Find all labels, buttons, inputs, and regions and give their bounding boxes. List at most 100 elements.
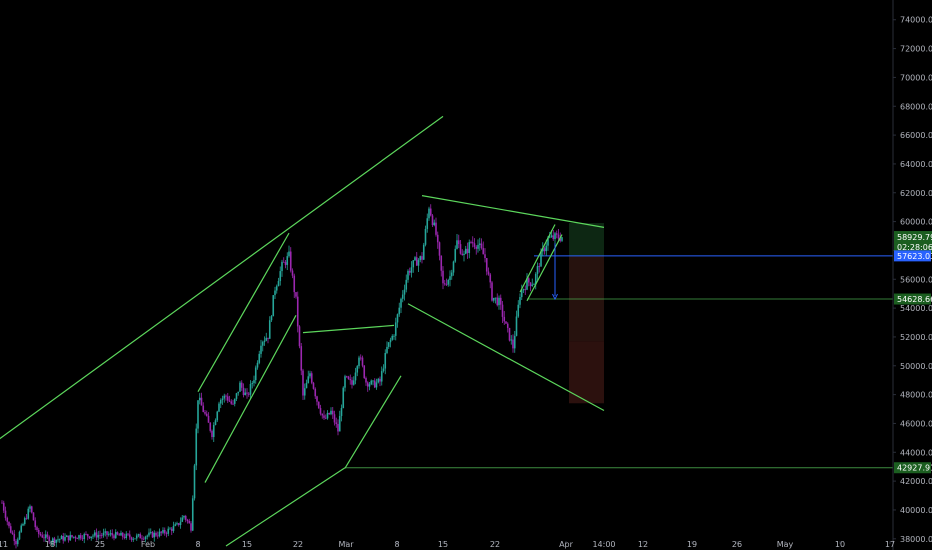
candle-body-42 (74, 536, 77, 539)
support-price-badge: 42927.91 (897, 464, 932, 473)
candle-body-233 (408, 270, 411, 273)
candle-body-12 (22, 524, 24, 526)
broadening-upper[interactable] (421, 195, 605, 228)
candle-body-31 (55, 539, 58, 543)
candle-body-186 (326, 412, 329, 419)
candle-body-25 (44, 534, 47, 539)
consolidation-upper[interactable] (302, 324, 395, 334)
candle-body-270 (473, 243, 476, 247)
candle-body-197 (345, 376, 348, 378)
candle-body-178 (312, 382, 315, 389)
rising-wedge-lower[interactable] (204, 315, 297, 483)
candle-body-122 (214, 420, 217, 425)
rising-wedge-upper[interactable] (197, 232, 290, 393)
candle-body-136 (239, 382, 241, 392)
candle-body-222 (389, 339, 392, 343)
candle-body-91 (160, 531, 163, 533)
candle-body-243 (426, 218, 429, 229)
candle-body-51 (90, 536, 93, 539)
candle-body-236 (414, 257, 416, 261)
candle-body-256 (449, 276, 451, 280)
candle-body-211 (370, 380, 373, 385)
candle-body-1 (2, 502, 5, 511)
candle-body-8 (15, 541, 17, 545)
candle-body-153 (268, 320, 271, 339)
candle-body-28 (50, 542, 52, 543)
candle-body-135 (237, 391, 240, 394)
candle-body-23 (41, 535, 44, 538)
candle-body-98 (172, 525, 175, 531)
loss-zone-lower[interactable] (569, 341, 604, 404)
candle-body-151 (265, 337, 268, 341)
horizontal-levels[interactable] (345, 255, 893, 469)
candle-body-74 (130, 537, 133, 540)
candle-body-99 (174, 524, 177, 526)
candle-body-85 (149, 531, 152, 533)
consolidation-lower[interactable] (344, 375, 402, 469)
candle-body-34 (60, 536, 63, 540)
candle-body-128 (225, 395, 227, 397)
candle-body-209 (366, 382, 369, 387)
candle-body-203 (356, 366, 359, 373)
candle-body-301 (527, 278, 530, 283)
candle-body-307 (538, 266, 541, 267)
candle-body-60 (106, 531, 108, 535)
time-tick-label-1: 18 (45, 540, 55, 549)
time-tick-label-18: 17 (885, 540, 895, 549)
profit-zone[interactable] (569, 223, 604, 256)
candle-body-174 (305, 382, 308, 389)
entry-price-badge: 57623.03 (897, 252, 932, 261)
candle-body-172 (302, 370, 304, 396)
candle-body-171 (300, 346, 303, 371)
candle-body-27 (48, 536, 51, 543)
small-wedge-lower[interactable] (526, 234, 563, 302)
candle-body-82 (144, 536, 147, 540)
candle-body-224 (393, 335, 395, 337)
candle-body-133 (233, 398, 236, 404)
position-tool[interactable] (569, 223, 604, 404)
candle-body-312 (547, 237, 549, 246)
broadening-lower[interactable] (407, 303, 605, 411)
candle-body-288 (505, 321, 507, 324)
trendlines[interactable] (0, 115, 605, 547)
candle-body-75 (132, 538, 135, 540)
candle-body-46 (81, 538, 84, 540)
candle-body-309 (541, 248, 544, 252)
candle-body-267 (468, 242, 471, 253)
candle-body-93 (163, 529, 166, 534)
candle-body-253 (443, 283, 446, 285)
candle-body-66 (116, 532, 119, 535)
time-tick-label-3: Feb (141, 540, 155, 549)
candle-body-64 (113, 535, 115, 539)
price-tick-label-10: 54000.00 (900, 304, 932, 313)
candle-body-216 (379, 378, 381, 382)
candle-body-212 (372, 380, 374, 382)
candle-body-282 (494, 297, 497, 299)
time-axis[interactable]: 11 18 25 Feb 8 15 22 Mar 8 15 22 Apr 14:00 12 19 26 May 1… (0, 540, 895, 549)
candle-body-131 (230, 401, 233, 404)
candle-body-40 (71, 535, 73, 538)
candle-body-317 (555, 233, 558, 235)
candle-body-181 (317, 401, 320, 409)
candle-body-314 (550, 235, 553, 237)
price-tick-label-13: 48000.00 (900, 391, 932, 400)
candle-body-76 (134, 538, 136, 540)
candle-body-63 (111, 533, 114, 536)
candle-body-59 (104, 531, 107, 533)
candle-body-283 (496, 297, 499, 306)
time-tick-label-12: 14:00 (592, 540, 615, 549)
rising-support-line[interactable] (225, 467, 346, 547)
candle-body-7 (13, 534, 16, 542)
time-tick-label-11: Apr (559, 540, 574, 549)
candle-body-77 (135, 535, 138, 539)
small-wedge-upper[interactable] (519, 224, 556, 293)
major-rising-line[interactable] (0, 115, 444, 452)
price-tick-label-7: 60000.00 (900, 218, 932, 227)
candle-body-289 (506, 323, 509, 328)
candle-body-84 (148, 532, 150, 536)
candle-body-105 (184, 515, 187, 520)
candle-body-176 (309, 373, 311, 377)
candle-body-147 (258, 353, 261, 363)
